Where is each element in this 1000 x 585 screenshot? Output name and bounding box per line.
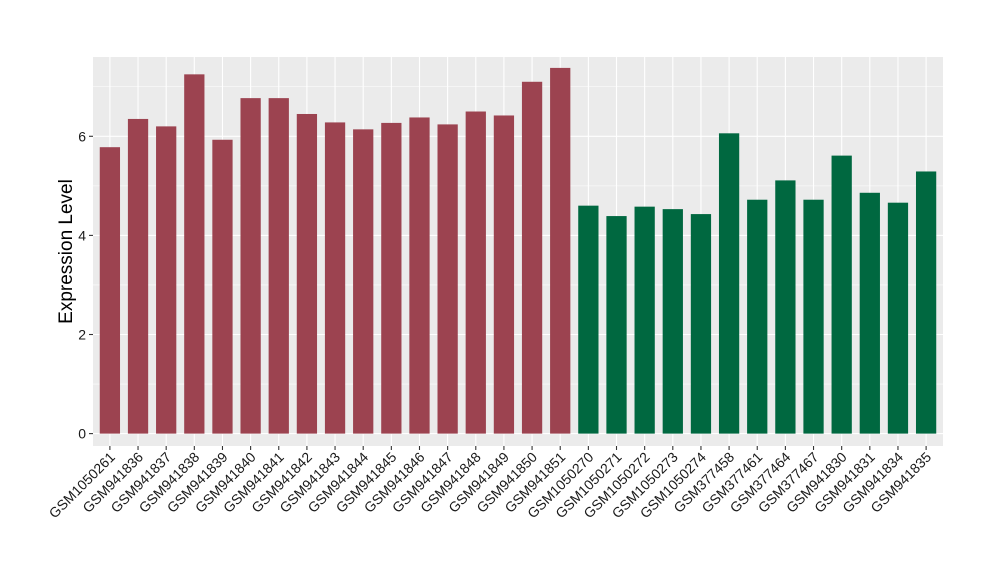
y-tick-label: 0 (78, 426, 86, 442)
bar (127, 118, 149, 434)
bar (296, 113, 318, 434)
bar (578, 205, 599, 434)
grid-minor (93, 86, 943, 385)
bar (550, 67, 571, 434)
bar (887, 202, 909, 434)
bar (240, 98, 261, 434)
bar (156, 126, 177, 434)
bar (803, 199, 824, 434)
bar (437, 124, 458, 434)
bar (381, 122, 402, 434)
bar (493, 115, 515, 434)
bar (634, 206, 655, 434)
y-tick-label: 4 (78, 227, 86, 243)
bar (465, 111, 486, 434)
bar (409, 117, 430, 434)
bar (99, 147, 121, 434)
bar (324, 122, 346, 434)
bar (831, 155, 852, 434)
y-axis: 0 2 4 6 (78, 128, 93, 442)
bar (606, 216, 627, 434)
bar (268, 98, 289, 434)
bar (184, 74, 205, 434)
bar (718, 133, 740, 434)
bar (212, 139, 233, 434)
bar (353, 129, 374, 434)
bar (521, 81, 543, 434)
bar (747, 199, 768, 434)
bar (859, 192, 880, 434)
plot-panel (93, 57, 943, 446)
bar (690, 214, 712, 434)
bar (775, 180, 796, 434)
y-tick-label: 6 (78, 128, 86, 144)
bar (662, 209, 683, 434)
bars (99, 67, 937, 434)
bar (915, 171, 937, 434)
x-axis: GSM1050261GSM941836GSM941837GSM941838GSM… (46, 446, 934, 521)
y-tick-label: 2 (78, 327, 86, 343)
y-axis-label: Expression Level (56, 179, 77, 324)
